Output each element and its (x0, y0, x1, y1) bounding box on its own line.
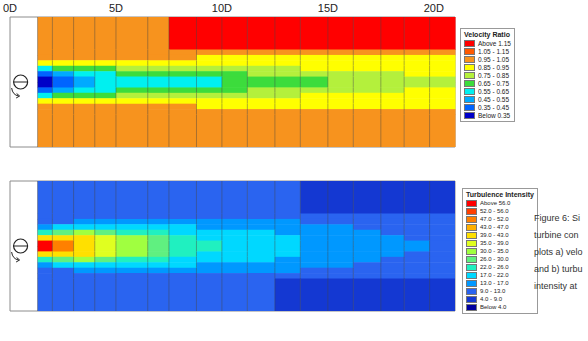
html-text:22.0 - 26.0: 22.0 - 26.0 (480, 264, 509, 270)
html-text:13.0 - 17.0: 13.0 - 17.0 (480, 280, 509, 286)
html-text:Below 0.35: Below 0.35 (478, 111, 511, 119)
svg-text:0D: 0D (3, 2, 17, 14)
html-text:17.0 - 22.0: 17.0 - 22.0 (480, 272, 509, 278)
html-text:39.0 - 43.0: 39.0 - 43.0 (480, 232, 509, 238)
svg-text:20D: 20D (424, 2, 444, 14)
html-text:0.45 - 0.55: 0.45 - 0.55 (478, 95, 510, 103)
html-text:0.55 - 0.65: 0.55 - 0.65 (478, 87, 510, 95)
html-text:0.85 - 0.95: 0.85 - 0.95 (478, 63, 510, 71)
html-text:0.35 - 0.45: 0.35 - 0.45 (478, 103, 510, 111)
html-text:Velocity Ratio: Velocity Ratio (464, 31, 510, 38)
html-text:1.05 - 1.15: 1.05 - 1.15 (478, 47, 510, 55)
html-text:Figure 6: Si: Figure 6: Si (534, 213, 580, 223)
html-text:plots a) velo: plots a) velo (534, 247, 583, 257)
html-text:26.0 - 30.0: 26.0 - 30.0 (480, 256, 509, 262)
html-text:9.0 - 13.0: 9.0 - 13.0 (480, 288, 506, 294)
html-text:intensity at: intensity at (534, 281, 577, 291)
html-text:0.75 - 0.85: 0.75 - 0.85 (478, 71, 510, 79)
html-text:Above 1.15: Above 1.15 (478, 39, 511, 47)
svg-text:15D: 15D (318, 2, 338, 14)
html-text:Above 56.0: Above 56.0 (480, 200, 511, 206)
html-text:Turbulence Intensity: Turbulence Intensity (466, 191, 534, 198)
html-text:4.0 - 9.0: 4.0 - 9.0 (480, 296, 502, 302)
html-text:43.0 - 47.0: 43.0 - 47.0 (480, 224, 509, 230)
html-text:0.95 - 1.05: 0.95 - 1.05 (478, 55, 510, 63)
svg-text:10D: 10D (212, 2, 232, 14)
html-text:52.0 - 56.0: 52.0 - 56.0 (480, 208, 509, 214)
html-text:and b) turbu: and b) turbu (534, 264, 583, 274)
svg-text:5D: 5D (109, 2, 123, 14)
html-text:47.0 - 52.0: 47.0 - 52.0 (480, 216, 509, 222)
html-text:Below 4.0: Below 4.0 (480, 304, 507, 310)
html-text:turbine con: turbine con (534, 230, 579, 240)
html-text:35.0 - 39.0: 35.0 - 39.0 (480, 240, 509, 246)
html-text:30.0 - 35.0: 30.0 - 35.0 (480, 248, 509, 254)
html-text:0.65 - 0.75: 0.65 - 0.75 (478, 79, 510, 87)
